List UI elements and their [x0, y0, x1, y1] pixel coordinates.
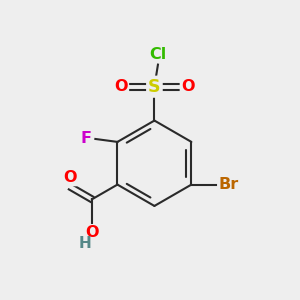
Text: O: O [114, 79, 128, 94]
Text: H: H [79, 236, 92, 251]
Text: S: S [148, 78, 161, 96]
Text: O: O [85, 225, 99, 240]
Text: Cl: Cl [149, 47, 167, 62]
Text: O: O [64, 170, 77, 185]
Text: F: F [81, 131, 92, 146]
Text: Br: Br [218, 177, 239, 192]
Text: O: O [181, 79, 194, 94]
